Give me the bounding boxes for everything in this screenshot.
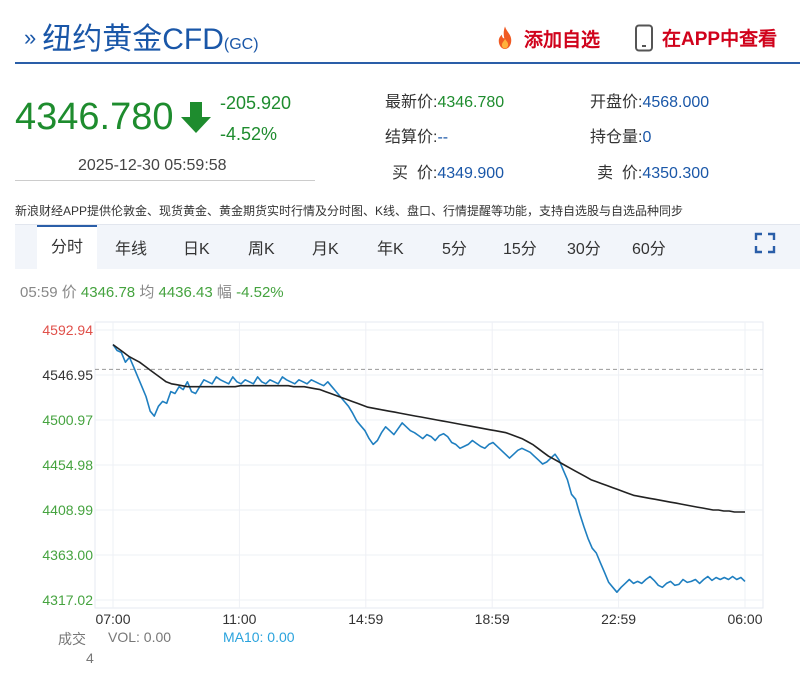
time-axis: 07:00 11:00 14:59 18:59 22:59 06:00 [95,611,762,627]
settle-price-field: 结算价:-- [385,123,448,147]
price-change-pct: -4.52% [220,124,278,144]
tab-60min[interactable]: 60分 [632,241,666,258]
instrument-code: (GC) [223,36,259,53]
app-description: 新浪财经APP提供伦敦金、现货黄金、黄金期货实时行情及分时图、K线、盘口、行情提… [15,204,684,218]
price-axis: 4592.94 4546.95 4500.97 4454.98 4408.99 4363.… [42,322,93,608]
view-in-app-button[interactable]: 在APP中查看 [634,24,777,52]
chart-tab-bar: 分时 年线 日K 周K 月K 年K 5分 15分 30分 60分 [15,224,800,271]
header-divider [15,62,800,64]
volume-axis-value: 4 [86,650,94,666]
open-price-value: 4568.000 [642,94,710,111]
tab-daily-k[interactable]: 日K [183,241,210,258]
price-change: -205.920 [220,93,292,113]
settle-price-label: 结算价: [385,129,438,146]
x-tick-label: 22:59 [601,611,636,627]
open-price-field: 开盘价:4568.000 [590,88,709,112]
current-price: 4346.780 [15,96,174,138]
crosshair-info: 05:59 价 4346.78 均 4436.43 幅 -4.52% [20,281,284,302]
y-tick-label: 4454.98 [42,457,93,473]
x-tick-label: 18:59 [475,611,510,627]
tab-year-line[interactable]: 年线 [115,241,148,258]
info-price-label: 价 [61,284,77,301]
y-tick-label: 4408.99 [42,502,93,518]
view-in-app-label: 在APP中查看 [662,29,778,50]
x-tick-label: 14:59 [348,611,383,627]
volume-vol-label: VOL: 0.00 [108,629,172,645]
tab-intraday[interactable]: 分时 [37,225,98,271]
y-tick-label: 4317.02 [42,592,93,608]
open-price-label: 开盘价: [590,94,643,111]
add-watchlist-label: 添加自选 [524,30,601,51]
info-avg: 4436.43 [158,284,213,301]
volume-row: VOL: 0.00 MA10: 0.00 [108,629,295,645]
average-line [112,343,745,513]
instrument-name: 纽约黄金CFD [42,23,224,56]
price-line [112,344,746,593]
x-tick-label: 11:00 [222,611,256,627]
y-tick-label: 4363.00 [42,547,93,563]
tab-monthly-k[interactable]: 月K [312,241,339,258]
arrow-down-icon [181,102,211,133]
add-watchlist-button[interactable]: 添加自选 [490,24,600,54]
ask-price-field: 卖 价:4350.300 [597,159,709,183]
phone-icon [635,24,653,52]
volume-label: 成交 [58,631,86,647]
ask-price-label: 卖 价: [597,165,643,182]
settle-price-value: -- [437,129,449,146]
open-interest-label: 持仓量: [590,129,643,146]
info-avg-label: 均 [139,284,155,301]
latest-price-label: 最新价: [385,94,438,111]
chevron-icon: » [24,25,37,50]
bid-price-value: 4349.900 [437,165,505,182]
fullscreen-icon[interactable] [754,232,776,254]
info-time: 05:59 [20,284,58,301]
bid-price-field: 买 价:4349.900 [392,159,504,183]
volume-ma10-label: MA10: 0.00 [222,629,295,645]
chart-series [112,343,746,593]
open-interest-field: 持仓量:0 [590,123,651,147]
chart-grid [94,321,764,609]
bid-price-label: 买 价: [392,165,438,182]
tab-15min[interactable]: 15分 [503,241,537,258]
time-divider [15,180,315,181]
y-tick-label: 4500.97 [42,412,93,428]
info-pct-label: 幅 [216,284,232,301]
info-pct: -4.52% [236,284,284,301]
tab-30min[interactable]: 30分 [567,241,601,258]
tab-5min[interactable]: 5分 [442,241,467,258]
info-price: 4346.78 [80,284,136,301]
x-tick-label: 06:00 [727,611,762,627]
ask-price-value: 4350.300 [642,165,710,182]
y-tick-label: 4592.94 [42,322,93,338]
intraday-chart[interactable]: 4592.94 4546.95 4500.97 4454.98 4408.99 4363.… [15,310,800,650]
page-title: » 纽约黄金CFD(GC) [24,14,259,58]
tab-yearly-k[interactable]: 年K [377,241,404,258]
y-tick-label: 4546.95 [42,367,93,383]
latest-price-field: 最新价:4346.780 [385,88,504,112]
fire-icon [498,26,512,49]
tab-weekly-k[interactable]: 周K [248,241,275,258]
latest-price-value: 4346.780 [437,94,505,111]
open-interest-value: 0 [642,129,652,146]
quote-datetime: 2025-12-30 05:59:58 [78,157,227,174]
x-tick-label: 07:00 [95,611,130,627]
